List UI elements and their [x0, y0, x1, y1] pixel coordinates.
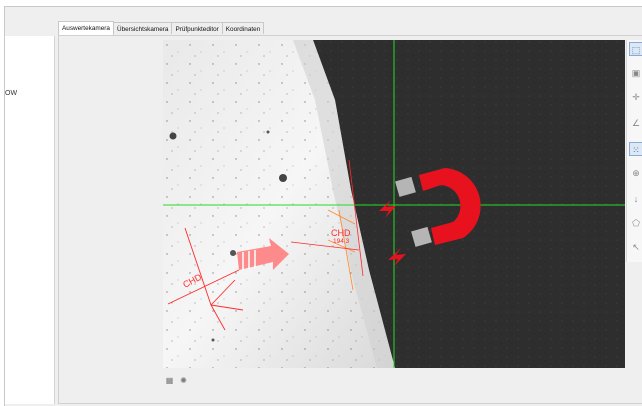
- chd-label-right: CHD: [331, 228, 351, 238]
- surface-pit: [169, 132, 177, 140]
- tab-uebersichtskamera[interactable]: Übersichtskamera: [112, 22, 173, 34]
- chd-measure-right: [290, 159, 364, 291]
- measure-angle-icon[interactable]: ∠: [631, 118, 641, 128]
- chd-value: 194.3: [333, 238, 350, 245]
- surface-pit: [230, 250, 236, 256]
- settings-icon[interactable]: ✺: [180, 376, 187, 385]
- arrow-down-icon[interactable]: ↓: [633, 194, 639, 204]
- chd-measure-left: [167, 227, 244, 331]
- left-panel: [5, 36, 55, 404]
- surface-pit: [279, 174, 287, 182]
- camera-image-viewer[interactable]: CHD CHD 194.3: [163, 40, 625, 368]
- bottom-toolbar: ▦ ✺: [165, 376, 188, 385]
- grid-icon[interactable]: ▦: [165, 376, 174, 385]
- tab-auswertekamera[interactable]: Auswertekamera: [58, 21, 114, 35]
- tab-bar: Auswertekamera Übersichtskamera Prüfpunk…: [58, 21, 265, 36]
- magnet-icon: [379, 168, 481, 266]
- tool-strip: ⬚ ▣ ✛ ∠ ⁙ ⊕ ↓ ⬠ ↖: [626, 40, 642, 262]
- tab-pruefpunkteditor[interactable]: Prüfpunkteditor: [171, 22, 223, 34]
- direction-arrow: [237, 238, 289, 270]
- select-rect-icon[interactable]: ⬚: [629, 42, 642, 56]
- left-panel-label: OW: [5, 90, 18, 97]
- camera-icon[interactable]: ▣: [631, 68, 641, 78]
- move-icon[interactable]: ✛: [632, 92, 640, 102]
- polygon-icon[interactable]: ⬠: [632, 218, 640, 228]
- tab-koordinaten[interactable]: Koordinaten: [221, 22, 265, 34]
- surface-pit: [266, 130, 270, 134]
- points-icon[interactable]: ⁙: [629, 142, 642, 156]
- surface-pit: [211, 338, 215, 342]
- crosshair-target-icon[interactable]: ⊕: [632, 168, 640, 178]
- edge-band: [293, 40, 395, 368]
- pointer-icon[interactable]: ↖: [632, 242, 640, 252]
